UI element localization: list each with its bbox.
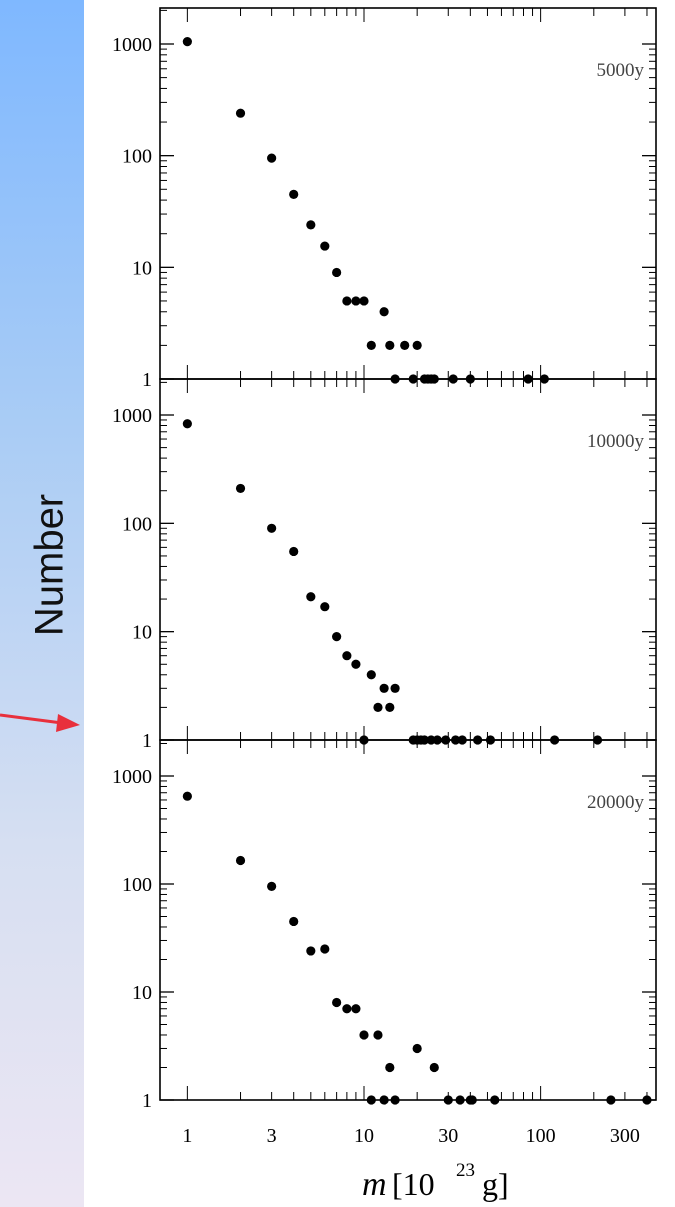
data-point — [332, 632, 342, 642]
panel-3: 1000 100 10 1 20000y 1 3 10 30 100 300 m [10 23 g] — [112, 739, 657, 1203]
y-tick-label: 10 — [132, 982, 152, 1004]
data-point — [412, 340, 422, 350]
x-axis-label-unit: [10 — [392, 1166, 435, 1202]
y-tick-label: 1000 — [112, 405, 152, 427]
plot-frame — [159, 739, 657, 1101]
y-tick-label: 1000 — [112, 766, 152, 788]
data-point — [366, 340, 376, 350]
y-axis-label: Number — [27, 493, 72, 637]
data-point — [235, 855, 246, 866]
data-point — [332, 997, 342, 1008]
data-point — [351, 1004, 361, 1014]
data-point — [320, 944, 330, 954]
y-tick-label: 1000 — [112, 34, 152, 56]
chart-panel — [84, 0, 675, 1207]
data-point — [443, 1095, 453, 1105]
data-point — [235, 483, 246, 494]
data-point — [289, 189, 299, 199]
data-point — [412, 1043, 422, 1054]
data-point — [267, 881, 277, 892]
data-point — [342, 1004, 352, 1014]
data-point — [379, 307, 389, 317]
y-tick-label: 100 — [122, 146, 152, 168]
data-point — [385, 1062, 395, 1073]
x-tick-label: 10 — [354, 1125, 374, 1147]
data-point — [642, 1095, 652, 1105]
data-point — [385, 702, 395, 712]
data-point — [385, 340, 395, 350]
y-tick-label: 100 — [122, 513, 152, 535]
x-tick-label: 1 — [182, 1125, 192, 1147]
data-point — [366, 670, 376, 680]
data-point — [306, 946, 316, 956]
x-tick-label: 3 — [267, 1125, 277, 1147]
data-point — [429, 1062, 439, 1073]
data-point — [390, 683, 400, 693]
data-point — [320, 241, 330, 251]
panel-2: 1000 100 10 1 10000y — [112, 378, 657, 752]
data-point — [366, 1095, 376, 1105]
panel-1: 1000 100 10 1 5000y — [112, 7, 657, 391]
x-axis-label-exp: 23 — [456, 1160, 475, 1181]
x-tick-label: 100 — [526, 1125, 556, 1147]
x-tick-label: 300 — [610, 1125, 640, 1147]
y-tick-label: 1 — [142, 369, 152, 391]
arrow-icon — [0, 713, 80, 732]
data-point — [455, 1095, 465, 1105]
y-tick-label: 1 — [142, 1090, 152, 1112]
data-point — [235, 108, 246, 118]
x-axis-label-m: m — [362, 1166, 387, 1203]
data-point — [342, 296, 352, 306]
data-point — [267, 153, 277, 163]
data-point — [342, 651, 352, 661]
scatter-chart-stack: 10001001015000y100010010110000y100010010… — [112, 7, 657, 1203]
y-tick-label: 10 — [132, 257, 152, 279]
data-point — [289, 916, 299, 927]
data-point — [467, 1095, 477, 1105]
y-tick-label: 100 — [122, 874, 152, 896]
panel-label: 5000y — [597, 60, 645, 81]
data-point — [606, 1095, 616, 1105]
x-axis-label-tail: g] — [482, 1166, 509, 1202]
data-point — [306, 220, 316, 230]
data-point — [359, 296, 369, 306]
data-point — [390, 1095, 400, 1105]
data-point — [182, 37, 192, 47]
data-point — [379, 683, 389, 693]
x-tick-label: 30 — [438, 1125, 458, 1147]
panel-label: 10000y — [587, 431, 645, 452]
data-point — [267, 523, 277, 533]
data-point — [182, 419, 192, 429]
data-point — [379, 1095, 389, 1105]
data-point — [182, 791, 192, 801]
data-point — [351, 296, 361, 306]
data-point — [400, 340, 410, 350]
y-tick-label: 1 — [142, 730, 152, 752]
data-point — [320, 602, 330, 612]
data-point — [373, 702, 383, 712]
plot-frame — [159, 7, 657, 380]
panel-label: 20000y — [587, 792, 645, 813]
plot-frame — [159, 378, 657, 741]
y-tick-label: 10 — [132, 622, 152, 644]
data-point — [332, 267, 342, 278]
data-point — [359, 1030, 369, 1040]
data-point — [306, 592, 316, 602]
data-point — [490, 1095, 500, 1105]
data-point — [373, 1030, 383, 1040]
data-point — [351, 659, 361, 669]
data-point — [289, 546, 299, 557]
